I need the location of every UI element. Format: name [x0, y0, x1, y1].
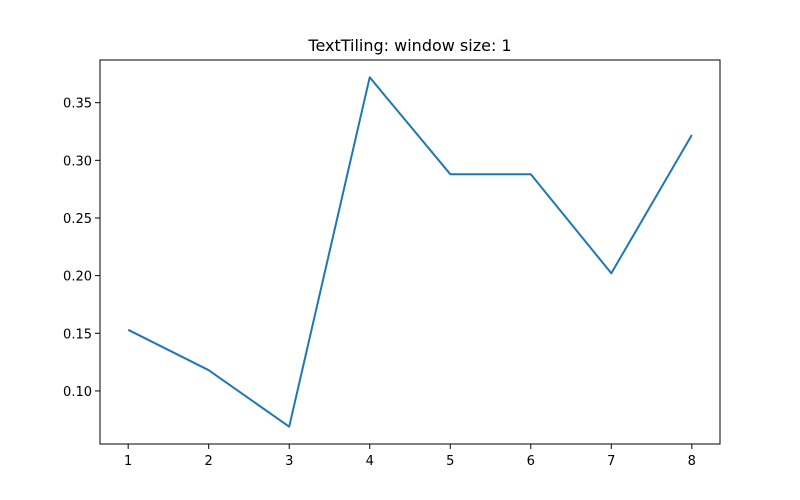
x-tick-label: 3: [285, 454, 293, 469]
y-tick-label: 0.20: [63, 270, 92, 285]
x-tick-label: 8: [688, 454, 696, 469]
x-axis: 1 2 3 4 5 6 7 8: [124, 444, 696, 469]
series-line: [127, 76, 693, 428]
x-tick-label: 1: [124, 454, 132, 469]
y-tick-label: 0.35: [63, 97, 92, 112]
y-tick-label: 0.10: [63, 385, 92, 400]
series-group: [127, 76, 693, 428]
y-tick-label: 0.25: [63, 212, 92, 227]
chart-title: TextTiling: window size: 1: [307, 36, 511, 55]
plot-area-frame: [99, 59, 721, 445]
x-tick-label: 2: [205, 454, 213, 469]
x-tick-label: 6: [527, 454, 535, 469]
x-tick-label: 4: [366, 454, 374, 469]
y-tick-label: 0.15: [63, 327, 92, 342]
y-tick-label: 0.30: [63, 154, 92, 169]
y-axis: 0.10 0.15 0.20 0.25 0.30 0.35: [63, 97, 100, 400]
x-tick-label: 5: [446, 454, 454, 469]
x-tick-label: 7: [607, 454, 615, 469]
